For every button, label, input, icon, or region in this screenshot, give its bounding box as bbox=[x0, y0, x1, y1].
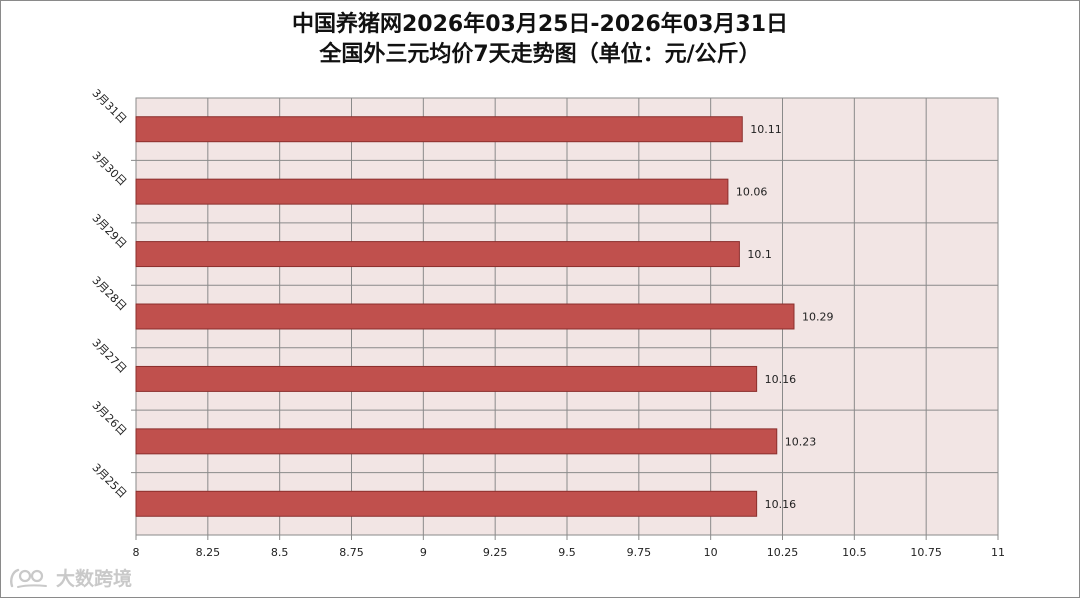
data-label: 10.11 bbox=[750, 123, 782, 136]
bar bbox=[135, 116, 743, 143]
bar bbox=[135, 178, 729, 205]
bar bbox=[135, 365, 758, 392]
watermark-text: 大数跨境 bbox=[56, 568, 133, 590]
category-label: 3月31日 bbox=[89, 87, 129, 127]
chart-title: 中国养猪网2026年03月25日-2026年03月31日 全国外三元均价7天走势… bbox=[0, 10, 1080, 70]
x-tick-label: 8.25 bbox=[196, 546, 221, 559]
x-tick-label: 10.75 bbox=[910, 546, 942, 559]
category-label: 3月25日 bbox=[89, 461, 129, 501]
category-label: 3月29日 bbox=[89, 211, 129, 251]
data-label: 10.29 bbox=[802, 311, 834, 324]
data-label: 10.1 bbox=[747, 248, 772, 261]
category-label: 3月27日 bbox=[89, 336, 129, 376]
chart-title-line1: 中国养猪网2026年03月25日-2026年03月31日 bbox=[291, 12, 789, 37]
x-tick-label: 9.75 bbox=[627, 546, 652, 559]
x-tick-label: 10.5 bbox=[842, 546, 867, 559]
bar bbox=[135, 241, 740, 268]
x-tick-label: 10.25 bbox=[767, 546, 799, 559]
bar bbox=[135, 490, 758, 517]
x-tick-label: 8.75 bbox=[339, 546, 364, 559]
chart-title-line2: 全国外三元均价7天走势图（单位：元/公斤） bbox=[319, 42, 761, 67]
data-label: 10.16 bbox=[765, 373, 797, 386]
data-label: 10.16 bbox=[765, 498, 797, 511]
data-label: 10.06 bbox=[736, 186, 768, 199]
x-tick-label: 9 bbox=[420, 546, 427, 559]
watermark: 大数跨境 bbox=[8, 564, 132, 591]
x-tick-label: 9.5 bbox=[558, 546, 576, 559]
category-label: 3月30日 bbox=[89, 149, 129, 189]
watermark-logo-icon bbox=[10, 568, 47, 588]
x-tick-label: 8 bbox=[133, 546, 140, 559]
category-label: 3月28日 bbox=[89, 274, 129, 314]
x-tick-label: 10 bbox=[704, 546, 718, 559]
bar bbox=[135, 303, 795, 330]
x-tick-label: 8.5 bbox=[271, 546, 289, 559]
x-tick-label: 9.25 bbox=[483, 546, 508, 559]
data-label: 10.23 bbox=[785, 435, 817, 448]
category-label: 3月26日 bbox=[89, 399, 129, 439]
x-tick-label: 11 bbox=[991, 546, 1005, 559]
bar bbox=[135, 428, 778, 455]
